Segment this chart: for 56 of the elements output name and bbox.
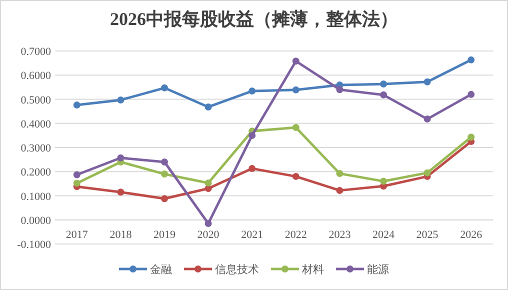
point	[248, 88, 256, 95]
y-tick-label: 0.0000	[20, 214, 52, 227]
point	[468, 134, 475, 141]
point	[380, 178, 387, 185]
point	[468, 90, 475, 98]
legend-label: 能源	[367, 263, 389, 276]
point	[117, 154, 124, 162]
point	[73, 171, 80, 178]
x-tick-label: 2022	[284, 228, 307, 241]
point	[292, 172, 300, 180]
point	[73, 102, 80, 109]
point	[336, 86, 344, 94]
y-tick-label: 0.4000	[20, 118, 52, 130]
legend-label: 金融	[150, 264, 172, 276]
point	[336, 170, 344, 178]
point	[161, 158, 168, 166]
chart-title: 2026中报每股收益（摊薄，整体法）	[110, 9, 398, 29]
x-tick-label: 2025	[416, 228, 439, 241]
y-tick-label: 0.2000	[20, 166, 52, 179]
point	[204, 220, 212, 227]
y-tick-label: 0.7000	[20, 46, 52, 58]
point	[380, 91, 387, 98]
x-tick-label: 2018	[110, 228, 132, 241]
point	[424, 78, 431, 86]
point	[161, 84, 168, 92]
legend-label: 信息技术	[215, 263, 259, 276]
x-tick-label: 2021	[241, 228, 264, 241]
point	[468, 56, 475, 64]
point	[204, 103, 212, 110]
y-tick-label: 0.5000	[20, 94, 52, 106]
y-tick-label: 0.1000	[20, 190, 52, 203]
point	[117, 188, 124, 196]
point	[204, 179, 212, 186]
point	[248, 164, 256, 172]
point	[292, 58, 300, 65]
point	[424, 169, 431, 176]
point	[292, 86, 300, 94]
point	[380, 80, 387, 88]
point	[117, 96, 124, 104]
point	[292, 124, 300, 131]
point	[336, 186, 344, 194]
point	[161, 195, 168, 202]
point	[73, 180, 80, 187]
x-tick-label: 2026	[460, 228, 483, 241]
y-tick-label: 0.6000	[20, 70, 52, 82]
x-tick-label: 2017	[66, 228, 88, 241]
point	[424, 116, 431, 123]
y-tick-label: 0.3000	[20, 142, 52, 154]
point	[161, 170, 168, 178]
legend-label: 材料	[301, 263, 324, 276]
x-tick-label: 2024	[372, 228, 395, 241]
y-tick-label: -0.1000	[17, 239, 52, 251]
x-tick-label: 2020	[197, 228, 220, 241]
x-tick-label: 2023	[328, 228, 352, 241]
x-tick-label: 2019	[154, 228, 176, 241]
point	[248, 132, 256, 139]
